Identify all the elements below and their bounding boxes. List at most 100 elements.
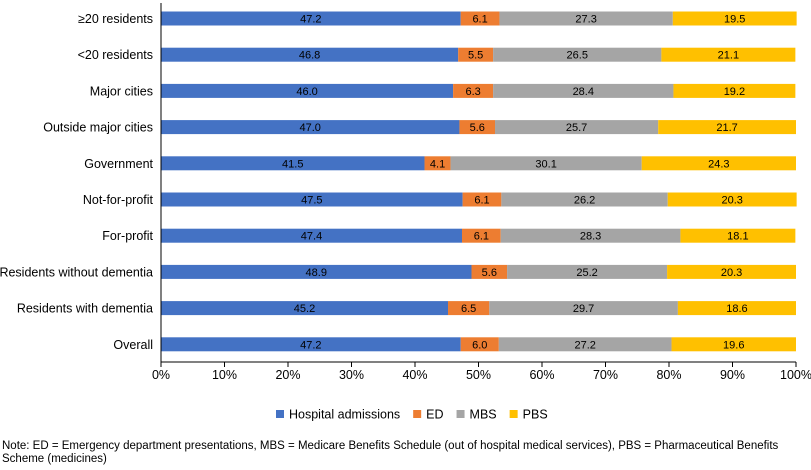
bar-hospital-admissions-residents-with-dementia [161,301,449,316]
legend-swatch-ed [413,410,422,418]
bar-ed-not-for-profit [462,192,502,207]
data-label-mbs-outside-major-cities: 25.7 [566,122,587,134]
data-label-mbs-not-for-profit: 26.2 [574,195,595,207]
data-label-pbs-overall: 19.6 [723,339,744,351]
bar-pbs-lt20-residents [661,47,796,62]
data-label-pbs-residents-with-dementia: 18.6 [726,303,747,315]
bar-hospital-admissions-residents-without-dementia [161,264,472,279]
data-label-ed-overall: 6.0 [472,339,487,351]
x-tick-label: 30% [339,368,364,382]
data-label-mbs-residents-with-dementia: 29.7 [573,303,594,315]
data-label-mbs-ge20-residents: 27.3 [575,14,596,26]
x-tick-label: 10% [212,368,237,382]
bar-hospital-admissions-major-cities [161,83,454,98]
bar-mbs-residents-with-dementia [489,301,678,316]
x-tick-label: 60% [529,368,554,382]
bar-mbs-not-for-profit [501,192,668,207]
data-label-ed-for-profit: 6.1 [474,231,489,243]
bar-ed-overall [460,337,499,352]
bar-ed-major-cities [453,83,494,98]
data-label-mbs-lt20-residents: 26.5 [567,50,588,62]
legend-swatch-pbs [509,410,518,418]
legend-label-ed: ED [426,408,443,422]
bar-pbs-residents-without-dementia [667,264,796,279]
data-label-mbs-government: 30.1 [535,158,556,170]
data-label-mbs-for-profit: 28.3 [580,231,601,243]
legend-label-hospital-admissions: Hospital admissions [289,408,400,422]
bar-ed-lt20-residents [458,47,494,62]
bar-mbs-ge20-residents [499,11,673,26]
bar-mbs-overall [498,337,672,352]
data-label-mbs-residents-without-dementia: 25.2 [576,267,597,279]
bar-pbs-government [641,156,796,171]
bars-layer: 47.2 6.1 27.3 19.5 46.8 5.5 26.5 21.1 46.0 6.3 28.… [161,11,797,352]
data-label-ed-residents-without-dementia: 5.6 [482,267,497,279]
bar-pbs-outside-major-cities [658,120,796,135]
legend-label-mbs: MBS [470,408,497,422]
data-label-pbs-not-for-profit: 20.3 [721,195,742,207]
bar-pbs-residents-with-dementia [677,301,796,316]
data-label-pbs-lt20-residents: 21.1 [718,50,739,62]
category-label-government: Government [84,157,153,171]
category-label-residents-with-dementia: Residents with dementia [17,302,153,316]
bar-pbs-major-cities [673,83,796,98]
category-label-residents-without-dementia: Residents without dementia [0,265,153,279]
data-label-mbs-overall: 27.2 [574,339,595,351]
data-label-hospital-admissions-residents-with-dementia: 45.2 [294,303,315,315]
bar-hospital-admissions-for-profit [161,228,462,243]
bar-hospital-admissions-ge20-residents [161,11,461,26]
bar-mbs-government [450,156,642,171]
data-label-hospital-admissions-for-profit: 47.4 [301,231,322,243]
data-label-hospital-admissions-ge20-residents: 47.2 [300,14,321,26]
bar-mbs-residents-without-dementia [507,264,668,279]
data-label-hospital-admissions-major-cities: 46.0 [296,86,317,98]
x-tick-label: 90% [720,368,745,382]
data-label-pbs-government: 24.3 [708,158,729,170]
bar-mbs-lt20-residents [493,47,662,62]
bar-pbs-not-for-profit [667,192,797,207]
bar-ed-ge20-residents [460,11,500,26]
category-label-for-profit: For-profit [102,229,153,243]
bar-ed-residents-with-dementia [448,301,490,316]
bar-hospital-admissions-overall [161,337,461,352]
data-label-ed-government: 4.1 [430,158,445,170]
bar-ed-residents-without-dementia [471,264,508,279]
bar-mbs-major-cities [493,83,674,98]
legend-swatch-mbs [456,410,465,418]
data-label-ed-lt20-residents: 5.5 [468,50,483,62]
data-label-pbs-major-cities: 19.2 [724,86,745,98]
legend-label-pbs: PBS [523,408,548,422]
data-label-hospital-admissions-lt20-residents: 46.8 [299,50,320,62]
x-tick-label: 70% [593,368,618,382]
bar-pbs-overall [671,337,796,352]
data-label-pbs-residents-without-dementia: 20.3 [721,267,742,279]
bar-ed-outside-major-cities [459,120,496,135]
chart-note: Note: ED = Emergency department presenta… [2,440,779,465]
data-label-hospital-admissions-outside-major-cities: 47.0 [300,122,321,134]
bar-hospital-admissions-lt20-residents [161,47,459,62]
bar-mbs-for-profit [500,228,681,243]
category-label-lt20-residents: <20 residents [78,48,153,62]
bar-hospital-admissions-government [161,156,425,171]
bar-hospital-admissions-not-for-profit [161,192,463,207]
x-tick-label: 40% [402,368,427,382]
x-tick-label: 80% [656,368,681,382]
category-label-ge20-residents: ≥20 residents [78,12,153,26]
data-label-hospital-admissions-government: 41.5 [282,158,303,170]
category-label-overall: Overall [113,338,153,352]
stacked-bar-chart: 47.2 6.1 27.3 19.5 46.8 5.5 26.5 21.1 46.0 6.3 28.… [0,3,811,422]
bar-pbs-for-profit [680,228,796,243]
data-label-ed-ge20-residents: 6.1 [472,14,487,26]
legend-swatch-hospital-admissions [276,410,284,418]
bar-hospital-admissions-outside-major-cities [161,120,460,135]
data-label-pbs-ge20-residents: 19.5 [724,14,745,26]
bar-ed-government [424,156,451,171]
x-tick-label: 0% [152,368,170,382]
x-tick-label: 20% [275,368,300,382]
data-label-pbs-outside-major-cities: 21.7 [716,122,737,134]
legend: Hospital admissions ED MBS PBS [276,408,548,422]
data-label-hospital-admissions-not-for-profit: 47.5 [301,195,322,207]
category-label-not-for-profit: Not-for-profit [83,193,154,207]
data-label-ed-residents-with-dementia: 6.5 [461,303,476,315]
data-label-hospital-admissions-residents-without-dementia: 48.9 [306,267,327,279]
